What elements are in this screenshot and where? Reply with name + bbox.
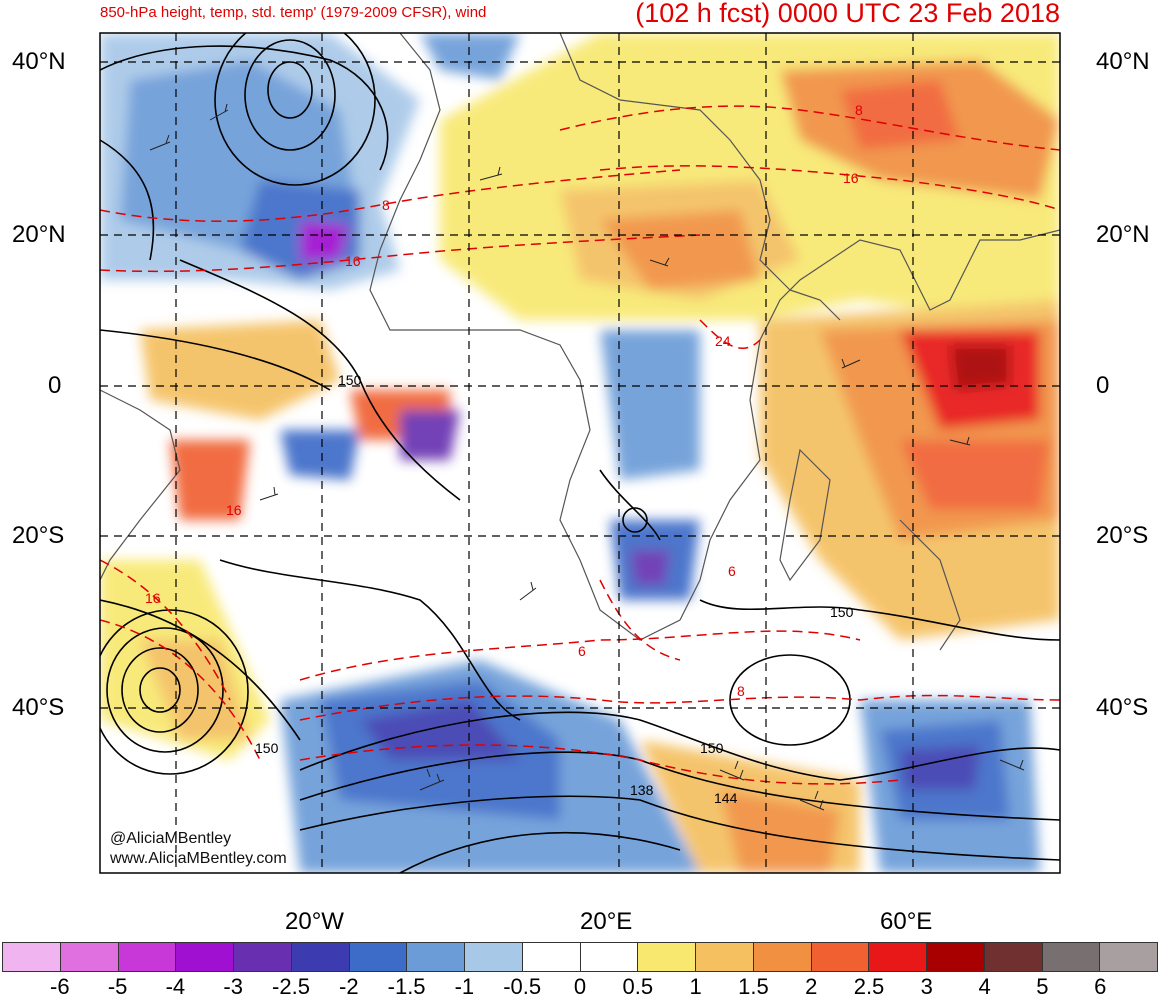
temp-contour-label: 8 — [382, 197, 390, 213]
legend-color-box — [465, 943, 523, 971]
legend-tick: 1 — [689, 974, 702, 999]
legend-tick: -0.5 — [503, 974, 542, 999]
legend-color-box — [984, 943, 1043, 971]
lon-label-20e: 20°E — [580, 908, 633, 935]
temp-contour-label: 6 — [728, 563, 736, 579]
map-title: 850-hPa height, temp, std. temp' (1979-2… — [100, 4, 487, 21]
legend-color-box — [176, 943, 234, 971]
temp-contour-label: 16 — [843, 170, 859, 186]
lon-label-60e: 60°E — [880, 908, 933, 935]
legend-tick: -5 — [107, 974, 128, 999]
legend-tick: 6 — [1094, 974, 1107, 999]
legend-tick: 2.5 — [853, 974, 885, 999]
lat-lon-grid — [100, 33, 1060, 873]
legend-tick: -1.5 — [387, 974, 426, 999]
map-frame — [99, 32, 1061, 874]
legend-tick: -2 — [339, 974, 359, 999]
lat-label-20n-right: 20°N — [1096, 221, 1150, 248]
legend-color-box — [927, 943, 985, 971]
lat-label-20s-right: 20°S — [1096, 522, 1149, 549]
lat-label-20s-left: 20°S — [12, 522, 65, 549]
legend-tick: 4 — [978, 974, 991, 999]
legend-color-box — [580, 943, 639, 971]
legend-color-box — [696, 943, 754, 971]
temp-contour-label: 16 — [226, 502, 242, 518]
legend-tick: -3 — [223, 974, 243, 999]
height-contour-label: 150 — [255, 740, 279, 756]
legend-tick: 0.5 — [622, 974, 654, 999]
lat-label-40n-right: 40°N — [1096, 48, 1150, 75]
height-contour-label: 144 — [714, 790, 738, 806]
credit-handle: @AliciaMBentley — [110, 830, 232, 847]
lat-label-40s-left: 40°S — [12, 694, 65, 721]
weather-map: 150 150 150 150 138 144 8 16 8 16 24 16 … — [99, 32, 1061, 874]
legend-color-box — [811, 943, 870, 971]
legend-tick: -4 — [165, 974, 186, 999]
lat-label-eq-left: 0 — [48, 372, 62, 399]
legend-color-box — [1100, 943, 1157, 971]
lat-label-20n-left: 20°N — [12, 221, 66, 248]
temp-contour-label: 8 — [855, 102, 863, 118]
legend-color-box — [118, 943, 177, 971]
height-contour-label-group: 150 150 150 150 138 144 — [255, 372, 854, 806]
height-contour-label: 150 — [830, 604, 854, 620]
legend-color-box — [407, 943, 465, 971]
wind-barbs — [149, 103, 1025, 811]
temp-contour-label-group: 8 16 8 16 24 16 16 6 6 8 — [145, 102, 863, 699]
temp-contour-label: 24 — [715, 333, 731, 349]
temperature-contours — [100, 105, 1060, 785]
height-contour-label: 150 — [700, 740, 724, 756]
legend-tick: 0 — [573, 974, 587, 999]
legend-color-box — [3, 943, 61, 971]
legend-tick: -6 — [50, 974, 70, 999]
height-contour-label: 150 — [338, 372, 362, 388]
credit-website: www.AliciaMBentley.com — [110, 850, 287, 867]
legend-color-box — [753, 943, 812, 971]
legend-color-box — [1042, 943, 1101, 971]
lat-label-eq-right: 0 — [1096, 372, 1110, 399]
lon-label-20w: 20°W — [285, 908, 344, 935]
legend-color-box — [60, 943, 119, 971]
legend-tick: 3 — [920, 974, 933, 999]
legend-tick: -2.5 — [272, 974, 310, 999]
lat-label-40n-left: 40°N — [12, 48, 66, 75]
legend-color-box — [638, 943, 696, 971]
coastlines — [100, 33, 1060, 651]
legend-color-box — [869, 943, 927, 971]
legend-tick: -1 — [454, 974, 475, 999]
legend-color-box — [291, 943, 350, 971]
legend-color-box — [522, 943, 581, 971]
legend-tick: 5 — [1036, 974, 1049, 999]
color-legend — [2, 942, 1158, 972]
temp-contour-label: 8 — [737, 683, 745, 699]
lat-label-40s-right: 40°S — [1096, 694, 1149, 721]
legend-color-box — [349, 943, 408, 971]
temp-contour-label: 16 — [345, 253, 361, 269]
temp-contour-label: 6 — [578, 643, 586, 659]
forecast-time-title: (102 h fcst) 0000 UTC 23 Feb 2018 — [635, 0, 1060, 28]
height-contour-label: 138 — [630, 782, 654, 798]
legend-tick: 1.5 — [738, 974, 769, 999]
temp-contour-label: 16 — [145, 590, 161, 606]
legend-color-box — [234, 943, 292, 971]
legend-tick: 2 — [805, 974, 818, 999]
